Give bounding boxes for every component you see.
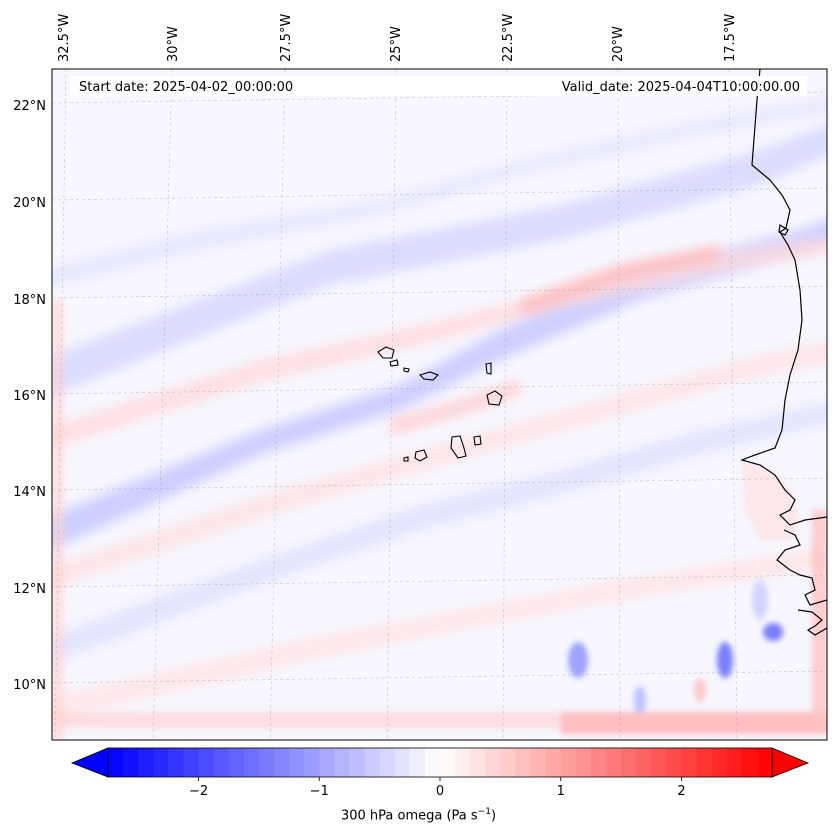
islands bbox=[377, 346, 503, 462]
colorbar-cell bbox=[500, 748, 517, 777]
colorbar-cell bbox=[183, 748, 200, 777]
island-fogo bbox=[414, 449, 428, 462]
colorbar-cell bbox=[258, 748, 275, 777]
colorbar-cell bbox=[606, 748, 622, 777]
colorbar-cell bbox=[364, 748, 381, 777]
lon-tick-label: 25°W bbox=[389, 26, 404, 62]
start-date-label: Start date: 2025-04-02_00:00:00 bbox=[79, 80, 293, 95]
colorbar-cell bbox=[455, 748, 471, 777]
colorbar-label: 300 hPa omega (Pa s−1) bbox=[0, 807, 837, 823]
omega-field: Start date: 2025-04-02_00:00:00 Valid_da… bbox=[52, 69, 827, 740]
island-sao-nicolau bbox=[418, 371, 439, 381]
lon-tick-label: 20°W bbox=[611, 26, 626, 62]
colorbar-cell bbox=[545, 748, 562, 777]
colorbar-cell bbox=[394, 748, 411, 777]
colorbar-cell bbox=[274, 748, 290, 777]
colorbar-cell bbox=[168, 748, 185, 777]
colorbar-cell bbox=[153, 748, 169, 777]
island-maio bbox=[473, 435, 482, 446]
lon-tick-label: 30°W bbox=[166, 26, 181, 62]
colorbar-cell bbox=[681, 748, 698, 777]
lon-tick-label: 22.5°W bbox=[501, 14, 516, 62]
colorbar: −2 −1 0 1 2 bbox=[70, 747, 810, 799]
lat-tick-label: 12°N bbox=[13, 582, 46, 597]
lat-tick-label: 10°N bbox=[13, 678, 46, 693]
colorbar-tick-label: −1 bbox=[310, 784, 329, 799]
colorbar-cell bbox=[319, 748, 335, 777]
lat-tick-labels: 22°N 20°N 18°N 16°N 14°N 12°N 10°N bbox=[13, 99, 46, 693]
colorbar-cell bbox=[711, 748, 728, 777]
island-boa-vista bbox=[486, 390, 503, 406]
colorbar-cell bbox=[440, 748, 456, 777]
colorbar-cell bbox=[636, 748, 652, 777]
colorbar-tick-label: 0 bbox=[436, 784, 444, 799]
lat-tick-label: 20°N bbox=[13, 196, 46, 211]
colorbar-cell bbox=[334, 748, 351, 777]
colorbar-cell bbox=[530, 748, 547, 777]
colorbar-cell bbox=[621, 748, 637, 777]
lat-tick-label: 16°N bbox=[13, 389, 46, 404]
map-frame bbox=[51, 68, 828, 741]
island-sal bbox=[485, 362, 492, 375]
valid-date-label: Valid_date: 2025-04-04T10:00:00.00 bbox=[562, 80, 800, 95]
colorbar-cell bbox=[289, 748, 305, 777]
lon-tick-label: 32.5°W bbox=[57, 14, 72, 62]
colorbar-cell bbox=[138, 748, 154, 777]
colorbar-cell bbox=[485, 748, 501, 777]
lat-tick-label: 18°N bbox=[13, 293, 46, 308]
colorbar-label-exponent: −1 bbox=[477, 807, 491, 817]
colorbar-label-suffix: ) bbox=[490, 808, 497, 824]
island-sao-vicente bbox=[389, 359, 399, 367]
colorbar-tick-label: 1 bbox=[557, 784, 565, 799]
colorbar-cell bbox=[228, 748, 245, 777]
colorbar-cell bbox=[409, 748, 426, 777]
colorbar-cell bbox=[198, 748, 215, 777]
colorbar-cell bbox=[696, 748, 713, 777]
lon-tick-labels: 32.5°W 30°W 27.5°W 25°W 22.5°W 20°W 17.5… bbox=[57, 14, 738, 62]
island-santa-luzia bbox=[403, 367, 410, 373]
island-santo-antao bbox=[377, 346, 395, 359]
lon-tick-label: 27.5°W bbox=[279, 14, 294, 62]
island-brava bbox=[403, 456, 409, 462]
colorbar-cell bbox=[349, 748, 366, 777]
colorbar-cell bbox=[741, 748, 758, 777]
colorbar-cell bbox=[470, 748, 486, 777]
colorbar-cell bbox=[590, 748, 607, 777]
colorbar-cell bbox=[575, 748, 592, 777]
colorbar-cell bbox=[726, 748, 743, 777]
colorbar-max-extend bbox=[771, 747, 810, 778]
lat-tick-label: 22°N bbox=[13, 99, 46, 114]
coastline bbox=[740, 69, 827, 636]
colorbar-cell bbox=[651, 748, 667, 777]
colorbar-min-extend bbox=[70, 747, 109, 778]
lon-tick-label: 17.5°W bbox=[723, 14, 738, 62]
colorbar-cell bbox=[560, 748, 577, 777]
header-band bbox=[70, 76, 807, 96]
graticule bbox=[52, 69, 827, 740]
colorbar-tick-label: 2 bbox=[677, 784, 685, 799]
colorbar-cell bbox=[666, 748, 683, 777]
colorbar-tick-label: −2 bbox=[189, 784, 208, 799]
colorbar-label-text: 300 hPa omega (Pa s bbox=[340, 808, 478, 824]
colorbar-cell bbox=[304, 748, 320, 777]
colorbar-cell bbox=[213, 748, 230, 777]
colorbar-cell bbox=[756, 748, 773, 777]
colorbar-cell bbox=[243, 748, 260, 777]
lat-tick-label: 14°N bbox=[13, 485, 46, 500]
colorbar-cell bbox=[108, 748, 124, 777]
colorbar-cell bbox=[424, 748, 441, 777]
island-santiago bbox=[450, 435, 467, 459]
colorbar-cell bbox=[379, 748, 396, 777]
colorbar-cell bbox=[515, 748, 532, 777]
colorbar-cell bbox=[123, 748, 139, 777]
